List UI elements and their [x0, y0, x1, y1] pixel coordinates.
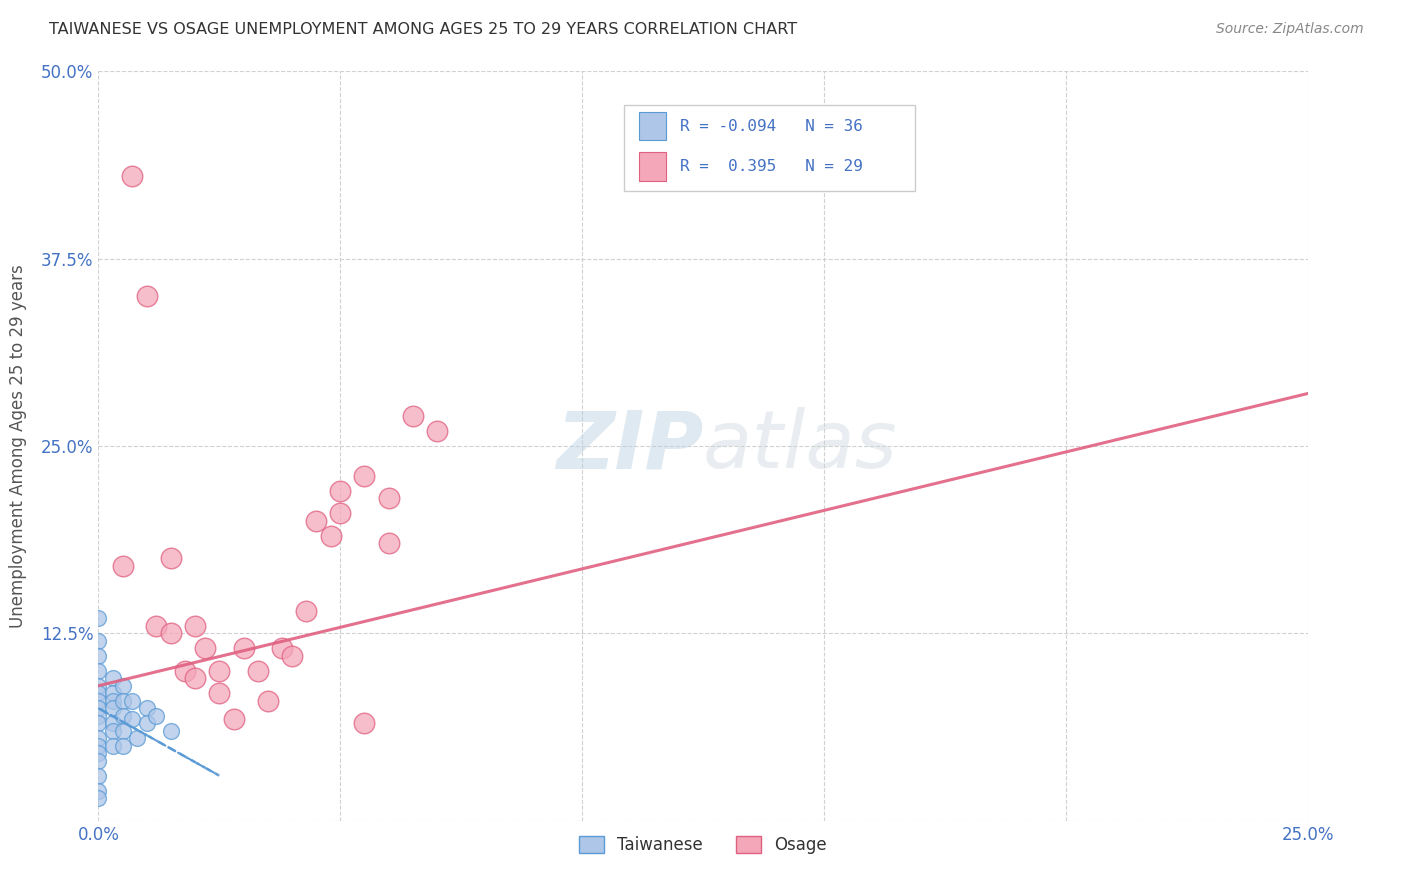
Point [87, 633, 110, 648]
Point [208, 686, 231, 700]
Point [135, 289, 157, 303]
Point [353, 469, 375, 483]
Text: R = -0.094   N = 36: R = -0.094 N = 36 [681, 119, 863, 134]
Point [87, 664, 110, 678]
Point [87, 701, 110, 715]
Point [295, 604, 318, 618]
Point [101, 723, 124, 738]
Point [305, 514, 328, 528]
Point [247, 664, 270, 678]
Point [111, 679, 134, 693]
Point [135, 716, 157, 731]
Point [160, 551, 183, 566]
Point [256, 694, 278, 708]
Point [377, 536, 399, 550]
Point [135, 701, 157, 715]
Point [121, 694, 143, 708]
Point [87, 686, 110, 700]
Y-axis label: Unemployment Among Ages 25 to 29 years: Unemployment Among Ages 25 to 29 years [8, 264, 27, 628]
Point [87, 708, 110, 723]
Legend: Taiwanese, Osage: Taiwanese, Osage [572, 830, 834, 861]
Point [111, 739, 134, 753]
Text: R =  0.395   N = 29: R = 0.395 N = 29 [681, 159, 863, 174]
Point [87, 611, 110, 625]
Point [121, 169, 143, 184]
Text: Source: ZipAtlas.com: Source: ZipAtlas.com [1216, 22, 1364, 37]
Point [184, 671, 207, 685]
Point [111, 723, 134, 738]
Point [402, 409, 425, 423]
Point [87, 731, 110, 746]
Point [111, 708, 134, 723]
Point [87, 754, 110, 768]
Point [319, 529, 342, 543]
Point [281, 648, 304, 663]
Point [87, 739, 110, 753]
Point [111, 558, 134, 573]
FancyBboxPatch shape [638, 112, 665, 140]
Point [329, 507, 352, 521]
Point [160, 723, 183, 738]
Point [87, 648, 110, 663]
FancyBboxPatch shape [638, 153, 665, 181]
Point [101, 739, 124, 753]
Point [101, 671, 124, 685]
Point [184, 619, 207, 633]
Point [87, 769, 110, 783]
Text: ZIP: ZIP [555, 407, 703, 485]
Point [101, 716, 124, 731]
Point [101, 686, 124, 700]
Point [111, 694, 134, 708]
Point [121, 712, 143, 726]
Point [87, 679, 110, 693]
Point [87, 694, 110, 708]
Point [127, 731, 149, 746]
Point [208, 664, 231, 678]
Point [145, 619, 167, 633]
Point [271, 641, 294, 656]
Point [194, 641, 217, 656]
Point [101, 694, 124, 708]
FancyBboxPatch shape [624, 105, 915, 191]
Point [87, 791, 110, 805]
Point [377, 491, 399, 506]
Point [222, 712, 245, 726]
Point [87, 716, 110, 731]
Text: atlas: atlas [703, 407, 898, 485]
Point [101, 701, 124, 715]
Point [145, 708, 167, 723]
Point [232, 641, 254, 656]
Text: TAIWANESE VS OSAGE UNEMPLOYMENT AMONG AGES 25 TO 29 YEARS CORRELATION CHART: TAIWANESE VS OSAGE UNEMPLOYMENT AMONG AG… [49, 22, 797, 37]
Point [329, 483, 352, 498]
Point [87, 746, 110, 760]
Point [160, 626, 183, 640]
Point [174, 664, 197, 678]
Point [87, 783, 110, 797]
Point [426, 424, 449, 438]
Point [353, 716, 375, 731]
